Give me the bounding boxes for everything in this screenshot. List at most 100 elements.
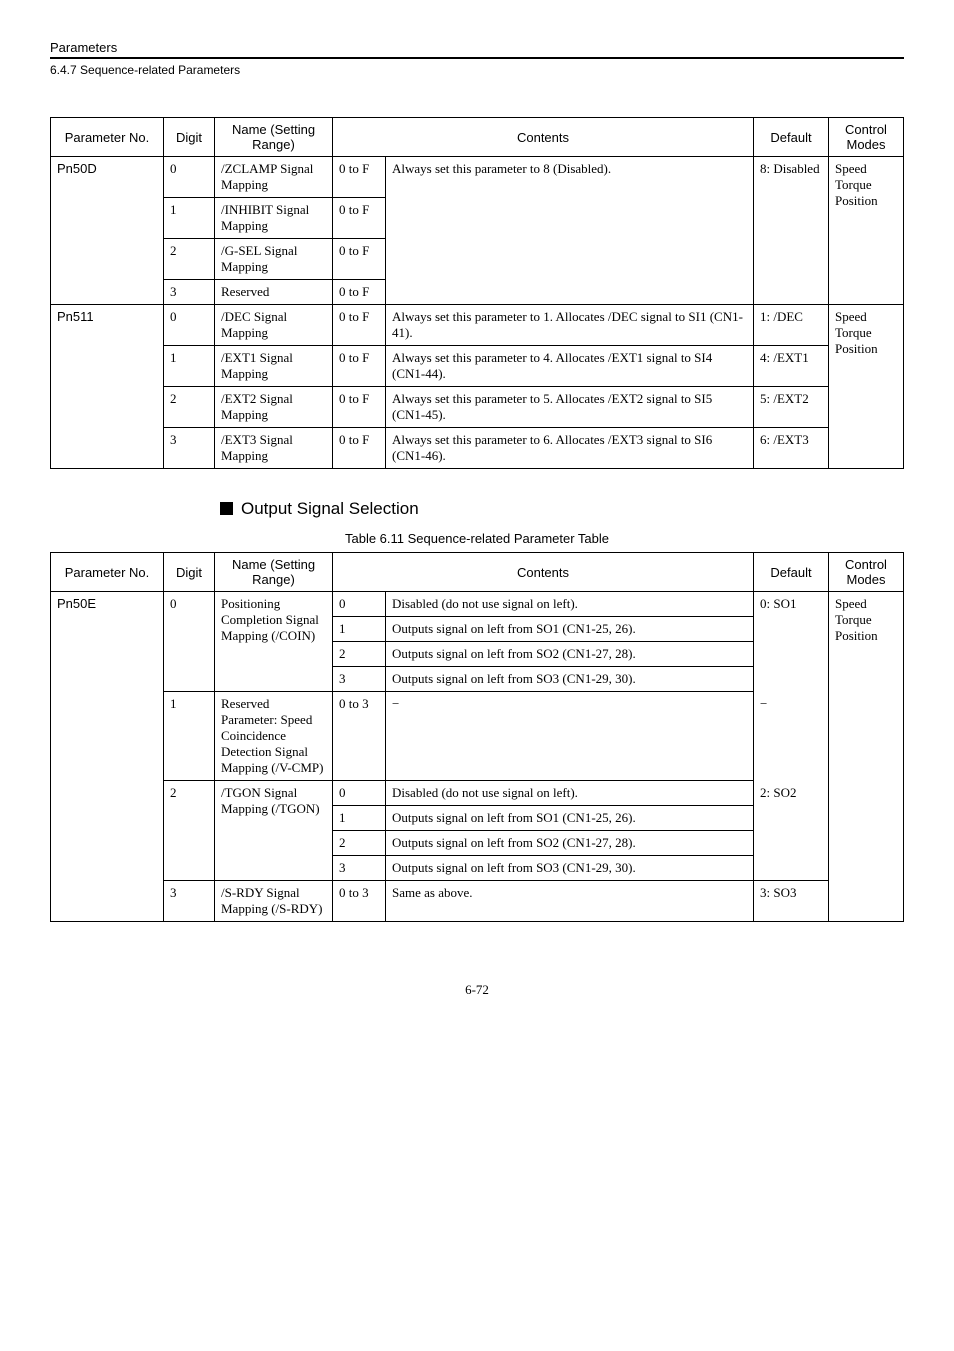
cell-range: 1 (333, 806, 386, 831)
table-row: 1 /EXT1 Signal Mapping 0 to F Always set… (51, 346, 904, 387)
page-header: Parameters 6.4.7 Sequence-related Parame… (50, 40, 904, 77)
square-bullet-icon (220, 502, 233, 515)
cell-contents: Always set this parameter to 5. Allocate… (386, 387, 754, 428)
table-row: 3 /S-RDY Signal Mapping (/S-RDY) 0 to 3 … (51, 881, 904, 922)
cell-default: 4: /EXT1 (754, 346, 829, 387)
cell-range: 0 to 3 (333, 692, 386, 781)
header-subtitle: 6.4.7 Sequence-related Parameters (50, 63, 904, 77)
cell-contents: Disabled (do not use signal on left). (386, 781, 754, 806)
cell-contents: Outputs signal on left from SO3 (CN1-29,… (386, 667, 754, 692)
cell-contents: Disabled (do not use signal on left). (386, 592, 754, 617)
cell-contents: Outputs signal on left from SO2 (CN1-27,… (386, 642, 754, 667)
cell-name: /G-SEL Signal Mapping (215, 239, 333, 280)
cell-contents: Always set this parameter to 6. Allocate… (386, 428, 754, 469)
cell-contents: Outputs signal on left from SO3 (CN1-29,… (386, 856, 754, 881)
cell-range: 1 (333, 617, 386, 642)
cell-paramno: Pn50E (51, 592, 164, 922)
cell-range: 2 (333, 831, 386, 856)
cell-name: /TGON Signal Mapping (/TGON) (215, 781, 333, 881)
table-row: Pn50E 0 Positioning Completion Signal Ma… (51, 592, 904, 617)
cell-range: 0 to F (333, 157, 386, 198)
cell-digit: 0 (164, 157, 215, 198)
cell-contents: − (386, 692, 754, 781)
cell-range: 0 to F (333, 239, 386, 280)
cell-default: 6: /EXT3 (754, 428, 829, 469)
cell-name: Reserved (215, 280, 333, 305)
cell-digit: 3 (164, 428, 215, 469)
cell-range: 0 to F (333, 305, 386, 346)
cell-default: 0: SO1 (754, 592, 829, 692)
cell-contents: Outputs signal on left from SO1 (CN1-25,… (386, 617, 754, 642)
th-default: Default (754, 553, 829, 592)
cell-contents: Always set this parameter to 1. Allocate… (386, 305, 754, 346)
cell-digit: 1 (164, 346, 215, 387)
cell-default: − (754, 692, 829, 781)
cell-name: /EXT2 Signal Mapping (215, 387, 333, 428)
th-name: Name (Setting Range) (215, 118, 333, 157)
section-heading: Output Signal Selection (220, 499, 904, 519)
th-contents: Contents (333, 118, 754, 157)
th-modes: Control Modes (829, 118, 904, 157)
cell-range: 0 (333, 592, 386, 617)
page-number: 6-72 (50, 982, 904, 998)
cell-range: 0 to 3 (333, 881, 386, 922)
cell-range: 0 to F (333, 198, 386, 239)
cell-name: Positioning Completion Signal Mapping (/… (215, 592, 333, 692)
cell-range: 0 to F (333, 280, 386, 305)
cell-name: /S-RDY Signal Mapping (/S-RDY) (215, 881, 333, 922)
cell-name: Reserved Parameter: Speed Coincidence De… (215, 692, 333, 781)
cell-contents: Same as above. (386, 881, 754, 922)
cell-digit: 3 (164, 881, 215, 922)
cell-digit: 1 (164, 198, 215, 239)
cell-digit: 0 (164, 305, 215, 346)
cell-range: 0 to F (333, 346, 386, 387)
th-name: Name (Setting Range) (215, 553, 333, 592)
cell-range: 0 (333, 781, 386, 806)
th-modes: Control Modes (829, 553, 904, 592)
cell-contents: Always set this parameter to 8 (Disabled… (386, 157, 754, 305)
header-title: Parameters (50, 40, 904, 55)
cell-digit: 0 (164, 592, 215, 692)
cell-range: 2 (333, 642, 386, 667)
parameter-table-2: Parameter No. Digit Name (Setting Range)… (50, 552, 904, 922)
cell-name: /DEC Signal Mapping (215, 305, 333, 346)
table-header-row: Parameter No. Digit Name (Setting Range)… (51, 118, 904, 157)
cell-contents: Always set this parameter to 4. Allocate… (386, 346, 754, 387)
cell-digit: 2 (164, 239, 215, 280)
cell-range: 0 to F (333, 428, 386, 469)
cell-contents: Outputs signal on left from SO1 (CN1-25,… (386, 806, 754, 831)
table-row: 2 /TGON Signal Mapping (/TGON) 0 Disable… (51, 781, 904, 806)
th-contents: Contents (333, 553, 754, 592)
cell-paramno: Pn50D (51, 157, 164, 305)
table-row: 3 /EXT3 Signal Mapping 0 to F Always set… (51, 428, 904, 469)
cell-modes: Speed Torque Position (829, 305, 904, 469)
cell-contents: Outputs signal on left from SO2 (CN1-27,… (386, 831, 754, 856)
cell-default: 2: SO2 (754, 781, 829, 881)
cell-digit: 2 (164, 387, 215, 428)
section-heading-text: Output Signal Selection (241, 499, 419, 518)
cell-modes: Speed Torque Position (829, 157, 904, 305)
cell-name: /ZCLAMP Signal Mapping (215, 157, 333, 198)
cell-default: 8: Disabled (754, 157, 829, 305)
table-row: 1 Reserved Parameter: Speed Coincidence … (51, 692, 904, 781)
table-row: Pn511 0 /DEC Signal Mapping 0 to F Alway… (51, 305, 904, 346)
cell-digit: 1 (164, 692, 215, 781)
parameter-table-1: Parameter No. Digit Name (Setting Range)… (50, 117, 904, 469)
cell-digit: 3 (164, 280, 215, 305)
cell-default: 3: SO3 (754, 881, 829, 922)
table-header-row: Parameter No. Digit Name (Setting Range)… (51, 553, 904, 592)
cell-name: /INHIBIT Signal Mapping (215, 198, 333, 239)
cell-range: 3 (333, 856, 386, 881)
cell-range: 0 to F (333, 387, 386, 428)
th-digit: Digit (164, 553, 215, 592)
th-digit: Digit (164, 118, 215, 157)
th-paramno: Parameter No. (51, 553, 164, 592)
cell-default: 5: /EXT2 (754, 387, 829, 428)
cell-modes: Speed Torque Position (829, 592, 904, 922)
table-caption: Table 6.11 Sequence-related Parameter Ta… (50, 531, 904, 546)
cell-name: /EXT1 Signal Mapping (215, 346, 333, 387)
cell-range: 3 (333, 667, 386, 692)
cell-digit: 2 (164, 781, 215, 881)
cell-default: 1: /DEC (754, 305, 829, 346)
cell-paramno: Pn511 (51, 305, 164, 469)
